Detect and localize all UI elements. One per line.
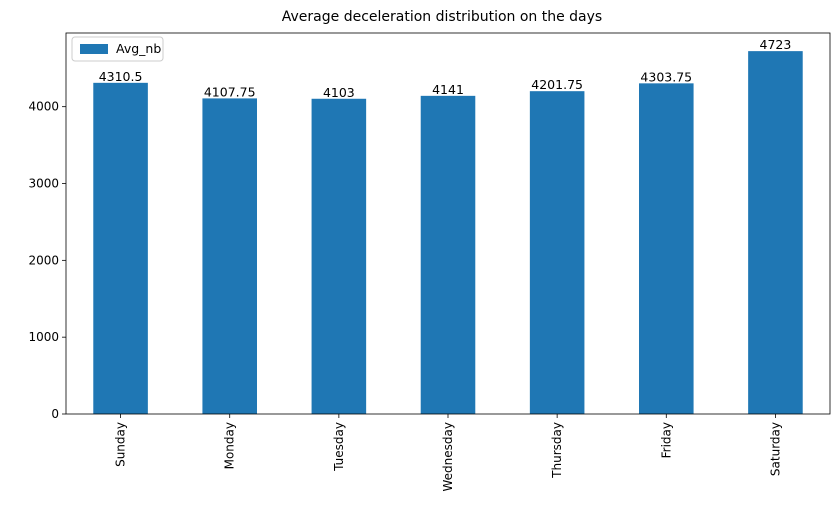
plot-frame bbox=[65, 32, 831, 415]
y-tick-label: 1000 bbox=[28, 330, 59, 344]
bar-value-label: 4303.75 bbox=[640, 69, 692, 84]
bar-value-label: 4141 bbox=[432, 82, 464, 97]
bar-thursday bbox=[529, 91, 585, 415]
bar-wednesday bbox=[420, 95, 476, 414]
bar-value-label: 4310.5 bbox=[99, 69, 143, 84]
x-tick-label: Saturday bbox=[768, 422, 782, 476]
bar-value-label: 4103 bbox=[323, 85, 355, 100]
x-tick-label: Sunday bbox=[114, 422, 128, 467]
bar-monday bbox=[202, 98, 257, 414]
legend-swatch bbox=[80, 44, 108, 54]
bar-value-label: 4723 bbox=[760, 37, 792, 52]
y-tick-label: 0 bbox=[51, 407, 59, 421]
bar-value-label: 4201.75 bbox=[531, 77, 583, 92]
x-axis: Sunday Monday Tuesday Wednesday Thursday Frid… bbox=[114, 414, 782, 491]
y-tick-label: 3000 bbox=[28, 177, 59, 191]
legend-box bbox=[71, 36, 164, 62]
chart-title: Average deceleration distribution on the… bbox=[282, 9, 602, 25]
x-tick-label: Friday bbox=[659, 422, 673, 458]
bars-group bbox=[93, 51, 803, 415]
bar-friday bbox=[639, 83, 694, 414]
x-tick-label: Wednesday bbox=[441, 422, 455, 491]
bar-saturday bbox=[748, 51, 803, 414]
x-tick-label: Monday bbox=[223, 422, 237, 469]
x-tick-label: Thursday bbox=[550, 422, 564, 479]
y-tick-label: 4000 bbox=[28, 100, 59, 114]
legend-entry: Avg_nb bbox=[116, 41, 161, 56]
y-tick-label: 2000 bbox=[28, 253, 59, 267]
y-axis: 0 1000 2000 3000 4000 bbox=[28, 100, 66, 421]
bar-labels-group: 4310.5 4107.75 4103 4141 4201.75 4303.75 4723 bbox=[99, 37, 792, 100]
legend: Avg_nb bbox=[71, 36, 164, 62]
bar-value-label: 4107.75 bbox=[204, 84, 256, 99]
bar-sunday bbox=[93, 82, 148, 415]
bar-tuesday bbox=[311, 98, 367, 415]
x-tick-label: Tuesday bbox=[332, 422, 346, 472]
